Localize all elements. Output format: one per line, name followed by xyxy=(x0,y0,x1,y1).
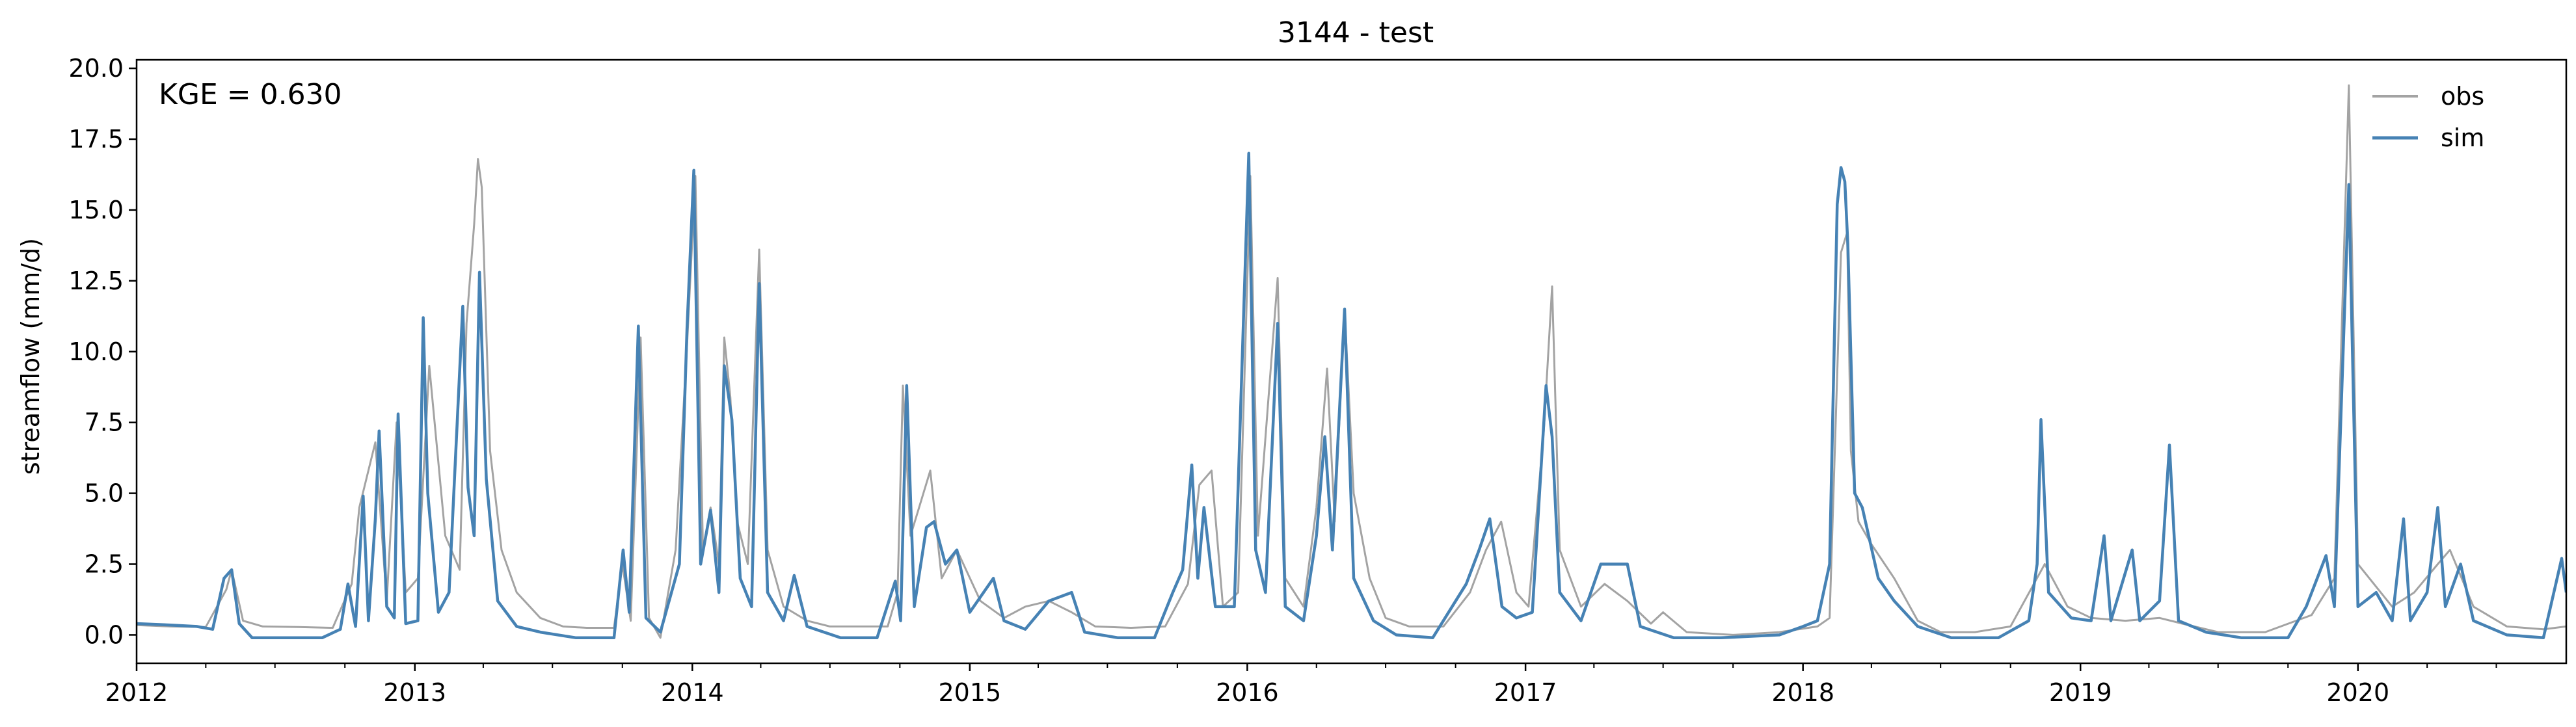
x-tick-label: 2015 xyxy=(938,678,1001,707)
axes: 0.0 2.5 5.0 7.5 10.0 12.5 15.0 17.5 20.0 2012 2013… xyxy=(68,54,2568,707)
series-line-obs xyxy=(137,84,2566,639)
x-tick-label: 2016 xyxy=(1216,678,1279,707)
y-tick-label: 2.5 xyxy=(85,550,124,579)
legend-sim-label: sim xyxy=(2441,124,2484,152)
legend-obs-label: obs xyxy=(2441,82,2484,111)
x-tick-label: 2017 xyxy=(1494,678,1557,707)
y-tick-label: 7.5 xyxy=(85,408,124,437)
x-tick-label: 2019 xyxy=(2049,678,2112,707)
x-tick-label: 2013 xyxy=(383,678,446,707)
kge-annotation: KGE = 0.630 xyxy=(159,78,342,111)
x-tick-label: 2014 xyxy=(661,678,724,707)
y-tick-label: 0.0 xyxy=(85,620,124,649)
plot-frame xyxy=(135,59,2568,665)
series-line-sim xyxy=(137,152,2566,640)
y-tick-label: 20.0 xyxy=(68,54,124,83)
x-tick-label: 2020 xyxy=(2326,678,2389,707)
plot-area xyxy=(137,84,2566,640)
y-tick-label: 12.5 xyxy=(68,267,124,295)
y-tick-label: 17.5 xyxy=(68,125,124,153)
y-tick-label: 15.0 xyxy=(68,196,124,224)
y-tick-label: 10.0 xyxy=(68,337,124,366)
x-tick-label: 2018 xyxy=(1771,678,1834,707)
x-tick-label: 2012 xyxy=(105,678,168,707)
y-axis-label: streamflow (mm/d) xyxy=(16,238,45,475)
y-tick-label: 5.0 xyxy=(85,479,124,508)
chart-title: 3144 - test xyxy=(1278,16,1434,49)
legend: obs sim xyxy=(2372,82,2484,152)
